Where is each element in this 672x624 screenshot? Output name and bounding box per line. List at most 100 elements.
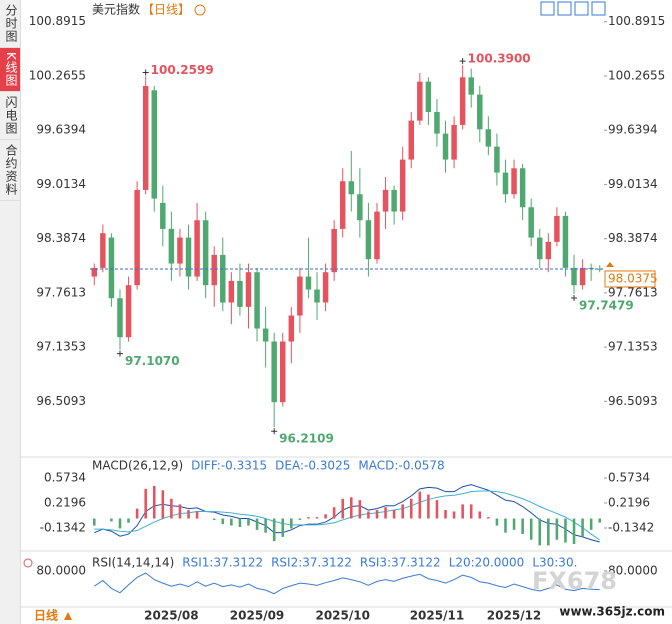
- candle-body: [579, 267, 586, 286]
- toolbar-icons[interactable]: [540, 1, 606, 16]
- candle-body: [228, 280, 235, 303]
- legend-label: DEA:-0.3025: [275, 459, 350, 473]
- candle-body: [425, 81, 432, 112]
- candle-body: [194, 220, 200, 277]
- legend-label: RSI1:37.3122: [182, 556, 263, 570]
- candle-body: [348, 181, 355, 195]
- y-tick-label: -0.1342: [40, 521, 86, 535]
- candle-body: [562, 215, 569, 268]
- high-label: 100.2599: [151, 63, 214, 77]
- candle-body: [142, 85, 149, 190]
- candle-body: [357, 194, 363, 221]
- candle-body: [374, 211, 380, 260]
- candle-body: [485, 129, 492, 147]
- candle-body: [125, 285, 132, 338]
- sidebar-tab[interactable]: K线图: [0, 48, 20, 92]
- watermark-logo: FX678: [532, 567, 617, 595]
- panel-title: MACD(26,12,9): [92, 459, 183, 473]
- candle-body: [399, 159, 406, 212]
- candle-body: [151, 90, 157, 199]
- extreme-marker: [571, 295, 578, 302]
- sidebar-tab[interactable]: 合约资料: [0, 140, 20, 201]
- candle-body: [554, 215, 560, 242]
- extreme-marker: [459, 58, 466, 65]
- candle-body: [502, 172, 509, 195]
- y-tick-label: 99.6394: [36, 123, 86, 137]
- candle-body: [494, 146, 500, 173]
- low-label: 96.2109: [279, 432, 334, 446]
- y-tick-label: 97.1353: [36, 340, 86, 354]
- y-tick-label: 96.5093: [36, 394, 86, 408]
- icon[interactable]: [540, 1, 555, 16]
- y-tick-label: 0.2196: [608, 496, 650, 510]
- y-tick-label: 100.8915: [608, 14, 665, 28]
- low-label: 97.7479: [579, 299, 634, 313]
- candle-body: [528, 207, 534, 238]
- candle-body: [134, 189, 140, 286]
- y-tick-label: 80.0000: [36, 563, 86, 577]
- low-label: 97.1070: [125, 354, 180, 368]
- y-tick-label: 100.2655: [29, 68, 86, 82]
- period-button[interactable]: 日线: [34, 608, 58, 623]
- candle-body: [545, 241, 552, 260]
- candle-body: [237, 280, 243, 307]
- candle-body: [382, 189, 389, 212]
- icon[interactable]: [557, 1, 572, 16]
- candle-body: [331, 228, 337, 273]
- sidebar-tab[interactable]: 分时图: [0, 0, 20, 48]
- period-arrow[interactable]: [64, 612, 72, 620]
- candle-body: [117, 298, 123, 338]
- y-tick-label: 0.5734: [44, 470, 86, 484]
- candle-body: [571, 267, 577, 286]
- candle-body: [365, 220, 372, 260]
- y-tick-label: 0.5734: [608, 470, 650, 484]
- sidebar: 分时图 K线图 闪电图 合约资料: [0, 0, 21, 624]
- candle-body: [220, 254, 226, 303]
- x-tick-label: 2025/10: [315, 609, 369, 623]
- candle-body: [262, 328, 269, 342]
- candle-body: [391, 189, 397, 212]
- rsi-icon: [23, 558, 33, 568]
- y-tick-label: 0.2196: [44, 496, 86, 510]
- x-tick-label: 2025/12: [487, 609, 541, 623]
- icon[interactable]: [591, 1, 606, 16]
- extreme-marker: [116, 350, 123, 357]
- candle-body: [511, 168, 517, 195]
- candle-body: [408, 120, 414, 160]
- candle-body: [280, 341, 286, 403]
- candle-body: [314, 289, 320, 303]
- series-line: [94, 572, 600, 595]
- high-label: 100.3900: [468, 52, 531, 66]
- legend-label: L20:20.0000: [449, 556, 525, 570]
- candle-body: [537, 237, 543, 260]
- candle-body: [451, 124, 457, 160]
- candle-body: [596, 268, 603, 270]
- panel-title: RSI(14,14,14): [92, 556, 174, 570]
- candle-body: [305, 276, 312, 290]
- candle-body: [100, 233, 106, 268]
- series-line: [94, 484, 600, 543]
- y-tick-label: 80.0000: [608, 563, 658, 577]
- y-tick-label: -0.1342: [608, 521, 654, 535]
- price-arrow: [606, 261, 614, 267]
- candle-body: [91, 267, 98, 277]
- y-tick-label: 98.3874: [608, 231, 658, 245]
- candle-body: [108, 237, 115, 299]
- legend-label: L30:30.: [532, 556, 577, 570]
- legend-label: RSI3:37.3122: [360, 556, 441, 570]
- y-tick-label: 100.8915: [29, 14, 86, 28]
- y-tick-label: 97.1353: [608, 340, 658, 354]
- y-tick-label: 96.5093: [608, 394, 658, 408]
- candle-body: [185, 237, 192, 277]
- icon[interactable]: [574, 1, 589, 16]
- candle-body: [211, 254, 217, 286]
- x-tick-label: 2025/11: [410, 609, 464, 623]
- sidebar-tab[interactable]: 闪电图: [0, 92, 20, 140]
- series-line: [94, 490, 600, 541]
- candle-body: [588, 267, 594, 269]
- x-tick-label: 2025/09: [230, 609, 284, 623]
- y-tick-label: 99.0134: [608, 177, 658, 191]
- y-tick-label: 97.7613: [608, 285, 658, 299]
- candle-body: [271, 341, 277, 403]
